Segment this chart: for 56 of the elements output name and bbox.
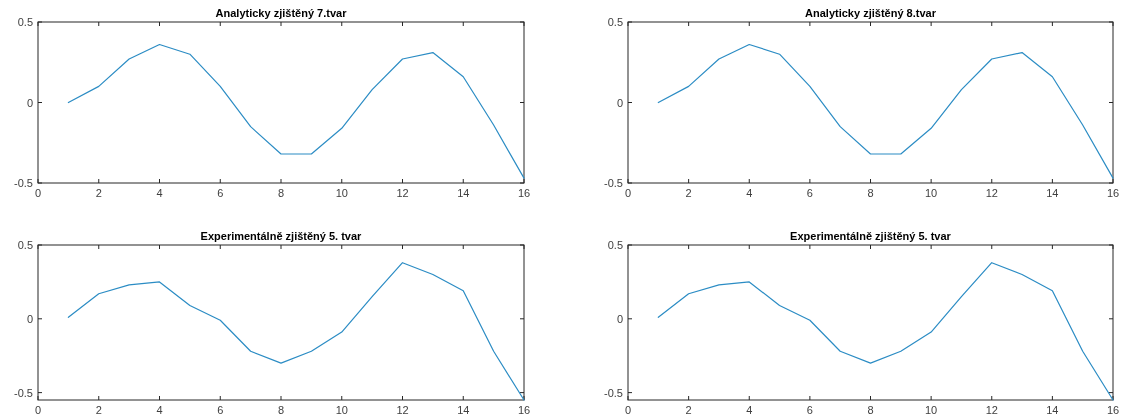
x-tick-label: 10 [335,187,348,199]
chart-title: Experimentálně zjištěný 5. tvar [200,230,363,242]
x-tick-label: 16 [1106,187,1120,199]
y-tick-label: 0.5 [17,239,33,251]
y-tick-label: 0 [616,312,623,325]
x-tick-label: 10 [335,404,348,416]
y-tick-label: -0.5 [14,177,33,189]
x-tick-label: 6 [806,404,813,416]
x-tick-label: 2 [685,404,692,416]
x-tick-label: 14 [457,404,470,416]
x-tick-label: 16 [1106,404,1120,416]
x-tick-label: 2 [95,187,102,199]
x-tick-label: 4 [156,404,163,416]
y-tick-label: 0 [26,96,33,109]
x-tick-label: 0 [34,404,42,416]
y-tick-label: -0.5 [604,386,623,399]
x-tick-label: 6 [217,404,224,416]
y-tick-label: 0 [616,96,623,109]
x-tick-label: 12 [396,187,409,199]
x-tick-label: 0 [624,404,632,416]
y-tick-label: -0.5 [604,177,623,189]
y-tick-label: 0.5 [607,239,623,251]
x-tick-label: 10 [925,404,938,416]
line-series [67,262,525,401]
x-tick-label: 14 [1046,404,1059,416]
line-series [657,43,1114,179]
x-tick-label: 8 [867,187,874,199]
x-tick-label: 14 [457,187,470,199]
y-tick-label: 0.5 [17,16,33,28]
x-tick-label: 6 [217,187,224,199]
line-series [67,43,525,179]
x-tick-label: 8 [867,404,874,416]
chart-title: Analyticky zjištěný 7.tvar [215,7,348,19]
x-tick-label: 12 [985,404,998,416]
x-tick-label: 0 [624,187,632,199]
chart-title: Analyticky zjištěný 8.tvar [805,7,937,19]
chart-title: Experimentálně zjištěný 5. tvar [790,230,952,242]
x-tick-label: 16 [517,404,531,416]
x-tick-label: 4 [746,187,753,199]
x-tick-label: 12 [396,404,409,416]
x-tick-label: 14 [1046,187,1059,199]
x-tick-label: 6 [806,187,813,199]
x-tick-label: 2 [685,187,692,199]
x-tick-label: 12 [985,187,998,199]
x-tick-label: 4 [746,404,753,416]
line-series [657,262,1114,401]
x-tick-label: 4 [156,187,163,199]
y-tick-label: 0.5 [607,16,623,28]
x-tick-label: 0 [34,187,42,199]
x-tick-label: 8 [277,404,285,416]
x-tick-label: 2 [95,404,102,416]
y-tick-label: 0 [26,312,33,325]
x-tick-label: 8 [277,187,285,199]
x-tick-label: 10 [925,187,938,199]
y-tick-label: -0.5 [14,386,33,399]
x-tick-label: 16 [517,187,531,199]
